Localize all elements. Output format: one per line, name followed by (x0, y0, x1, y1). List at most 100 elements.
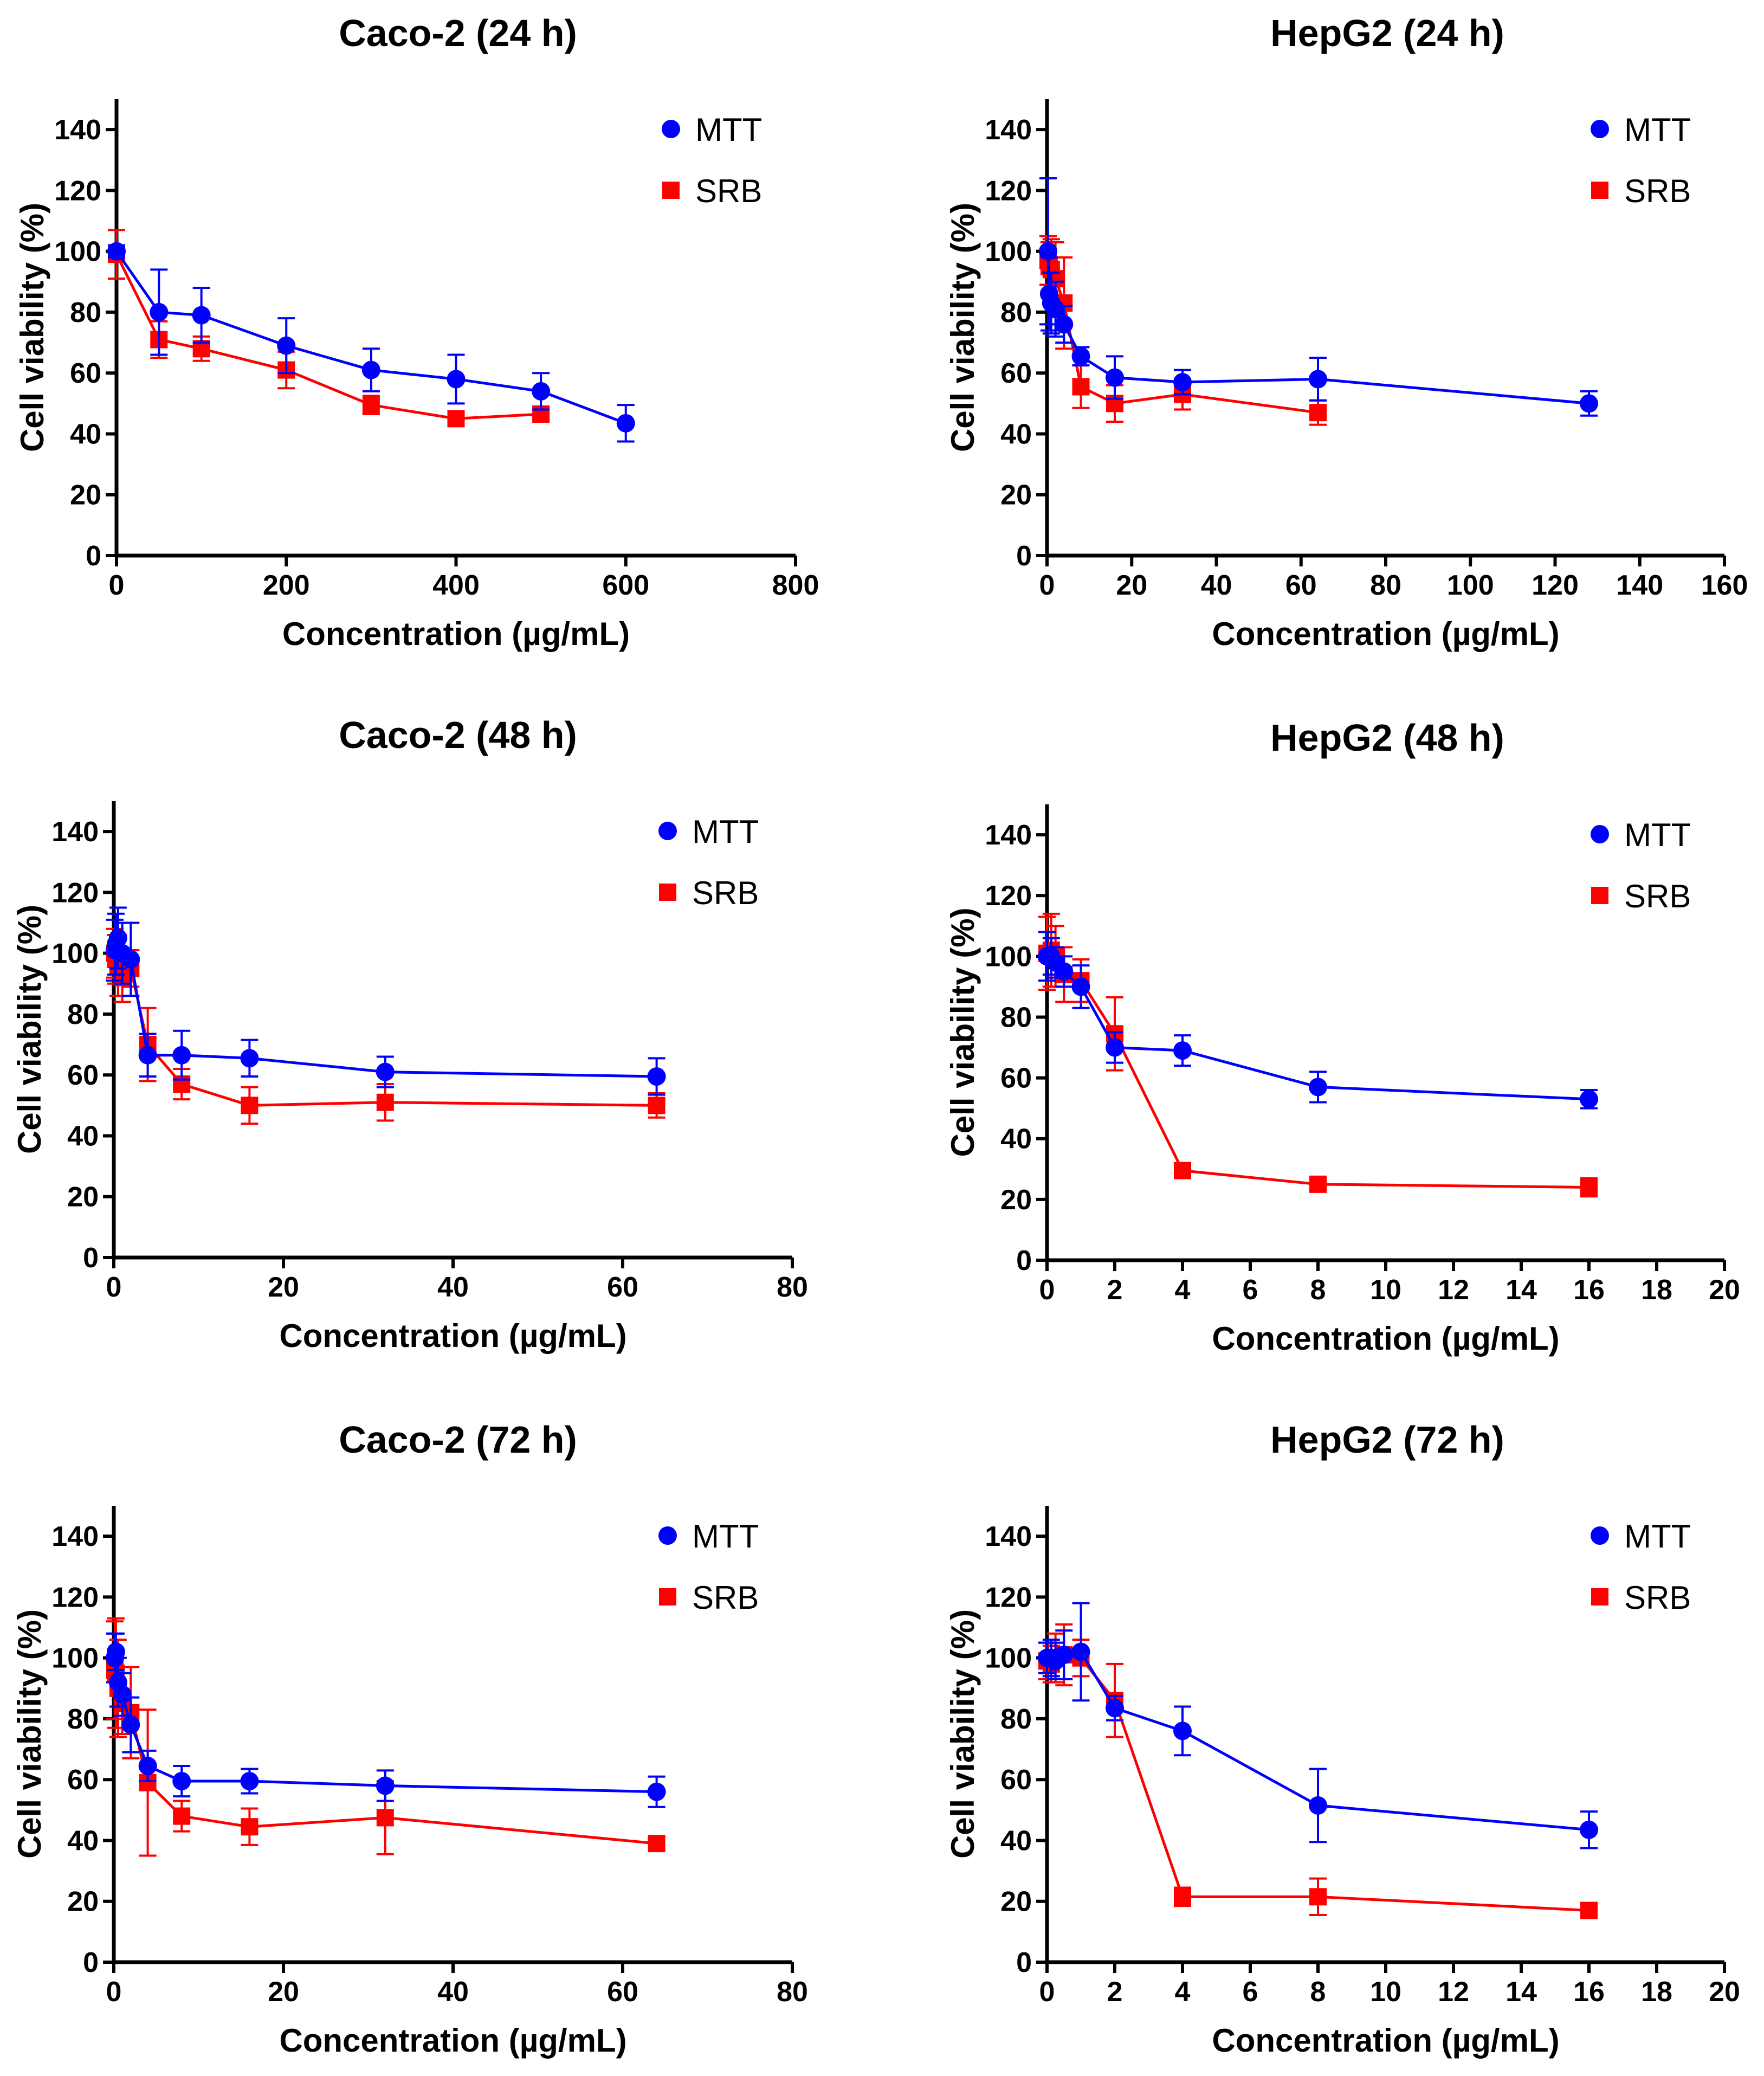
y-tick-label: 120 (54, 175, 101, 207)
y-tick-label: 40 (1000, 1825, 1032, 1856)
legend: MTT SRB (662, 112, 762, 209)
x-tick-label: 6 (1243, 1976, 1258, 2008)
legend-marker-mtt (662, 120, 680, 138)
y-tick-label: 60 (1000, 1063, 1032, 1094)
data-point-srb (241, 1097, 259, 1114)
data-point-mtt (150, 302, 169, 321)
data-point-mtt (1309, 1078, 1327, 1097)
data-point-mtt (447, 370, 466, 389)
data-point-mtt (121, 1716, 140, 1735)
y-tick-label: 100 (985, 941, 1032, 972)
x-tick-label: 80 (777, 1976, 808, 2008)
legend-label-mtt: MTT (1624, 817, 1691, 853)
series-line (1046, 948, 1589, 1189)
data-point-srb (1580, 1901, 1598, 1919)
chart-panel-5: Caco-2 (72 h) 0 20 40 60 80 100 120 140 0 20 40 60 80… (11, 1419, 808, 2059)
legend: MTT SRB (1591, 1518, 1691, 1616)
data-point-mtt (138, 1046, 157, 1065)
x-tick-label: 200 (263, 570, 310, 601)
data-point-mtt (121, 950, 140, 969)
x-tick-label: 10 (1370, 1274, 1401, 1306)
legend-marker-mtt (1591, 825, 1609, 843)
y-tick-label: 80 (1000, 297, 1032, 328)
data-point-mtt (376, 1062, 395, 1081)
series-mtt (1038, 177, 1598, 417)
x-tick-label: 4 (1175, 1976, 1191, 2008)
chart-title: HepG2 (24 h) (1270, 12, 1504, 54)
y-tick-label: 100 (51, 1643, 99, 1674)
x-axis-label: Concentration (µg/mL) (279, 2022, 626, 2059)
chart-title: Caco-2 (24 h) (339, 12, 577, 54)
data-point-srb (1580, 1178, 1598, 1196)
y-tick-label: 60 (67, 1764, 99, 1796)
y-tick-label: 80 (1000, 1002, 1032, 1033)
x-tick-label: 8 (1310, 1274, 1326, 1306)
x-tick-label: 0 (106, 1976, 122, 2008)
data-point-mtt (1038, 242, 1057, 261)
x-tick-label: 16 (1573, 1274, 1605, 1306)
x-tick-label: 20 (1709, 1274, 1740, 1306)
y-tick-label: 140 (985, 820, 1032, 851)
x-tick-label: 14 (1505, 1274, 1537, 1306)
y-tick-label: 0 (83, 1242, 99, 1274)
y-tick-label: 100 (985, 236, 1032, 268)
y-tick-label: 80 (67, 1704, 99, 1735)
x-axis-label: Concentration (µg/mL) (282, 616, 630, 652)
chart-panel-4: HepG2 (48 h) 0 20 40 60 80 100 120 140 0 2 4 6 8 10 12 1… (945, 717, 1740, 1357)
y-tick-label: 20 (1000, 1184, 1032, 1216)
x-tick-label: 40 (1201, 570, 1232, 601)
y-tick-label: 20 (1000, 1886, 1032, 1918)
y-tick-label: 100 (985, 1643, 1032, 1674)
y-tick-label: 140 (985, 114, 1032, 146)
x-tick-label: 0 (1039, 570, 1055, 601)
data-point-mtt (1071, 977, 1090, 996)
series-mtt (105, 1632, 666, 1808)
x-axis-label: Concentration (µg/mL) (279, 1318, 626, 1354)
y-tick-label: 20 (67, 1182, 99, 1213)
x-tick-label: 120 (1532, 570, 1579, 601)
series-mtt (1038, 1602, 1598, 1849)
chart-title: Caco-2 (72 h) (339, 1419, 577, 1461)
data-point-mtt (616, 414, 635, 433)
data-point-mtt (1580, 394, 1598, 413)
x-axis-label: Concentration (µg/mL) (1212, 1320, 1559, 1357)
legend-label-srb: SRB (695, 173, 762, 209)
y-tick-label: 40 (70, 418, 101, 450)
y-tick-label: 120 (51, 877, 99, 908)
series-mtt (1038, 931, 1598, 1110)
legend-label-srb: SRB (1624, 878, 1691, 914)
legend-label-srb: SRB (692, 875, 759, 911)
data-point-mtt (172, 1772, 191, 1791)
x-tick-label: 14 (1505, 1976, 1537, 2008)
data-point-mtt (1106, 1699, 1124, 1718)
y-tick-label: 80 (1000, 1704, 1032, 1735)
data-point-mtt (138, 1756, 157, 1775)
x-tick-label: 12 (1438, 1976, 1469, 2008)
series-srb (106, 927, 665, 1125)
data-point-mtt (1309, 370, 1327, 389)
data-point-mtt (1071, 1642, 1090, 1661)
x-tick-label: 140 (1616, 570, 1663, 601)
data-point-mtt (647, 1782, 666, 1801)
chart-title: HepG2 (72 h) (1270, 1419, 1504, 1461)
x-tick-label: 80 (777, 1272, 808, 1303)
data-point-mtt (113, 1685, 132, 1704)
series-srb (1038, 912, 1598, 1198)
y-tick-label: 80 (70, 297, 101, 328)
x-tick-label: 0 (1039, 1274, 1055, 1306)
data-point-srb (1174, 1888, 1191, 1906)
x-tick-label: 800 (772, 570, 819, 601)
x-tick-label: 160 (1701, 570, 1748, 601)
data-point-mtt (1173, 373, 1192, 392)
y-tick-label: 80 (67, 999, 99, 1030)
x-axis-label: Concentration (µg/mL) (1212, 616, 1559, 652)
data-point-srb (173, 1807, 191, 1825)
x-tick-label: 6 (1243, 1274, 1258, 1306)
legend-marker-mtt (1591, 1526, 1609, 1545)
data-point-srb (376, 1809, 394, 1827)
y-tick-label: 100 (51, 938, 99, 970)
legend-marker-mtt (658, 1526, 677, 1545)
legend-marker-srb (662, 182, 680, 199)
data-point-mtt (240, 1772, 259, 1791)
legend-label-srb: SRB (1624, 173, 1691, 209)
